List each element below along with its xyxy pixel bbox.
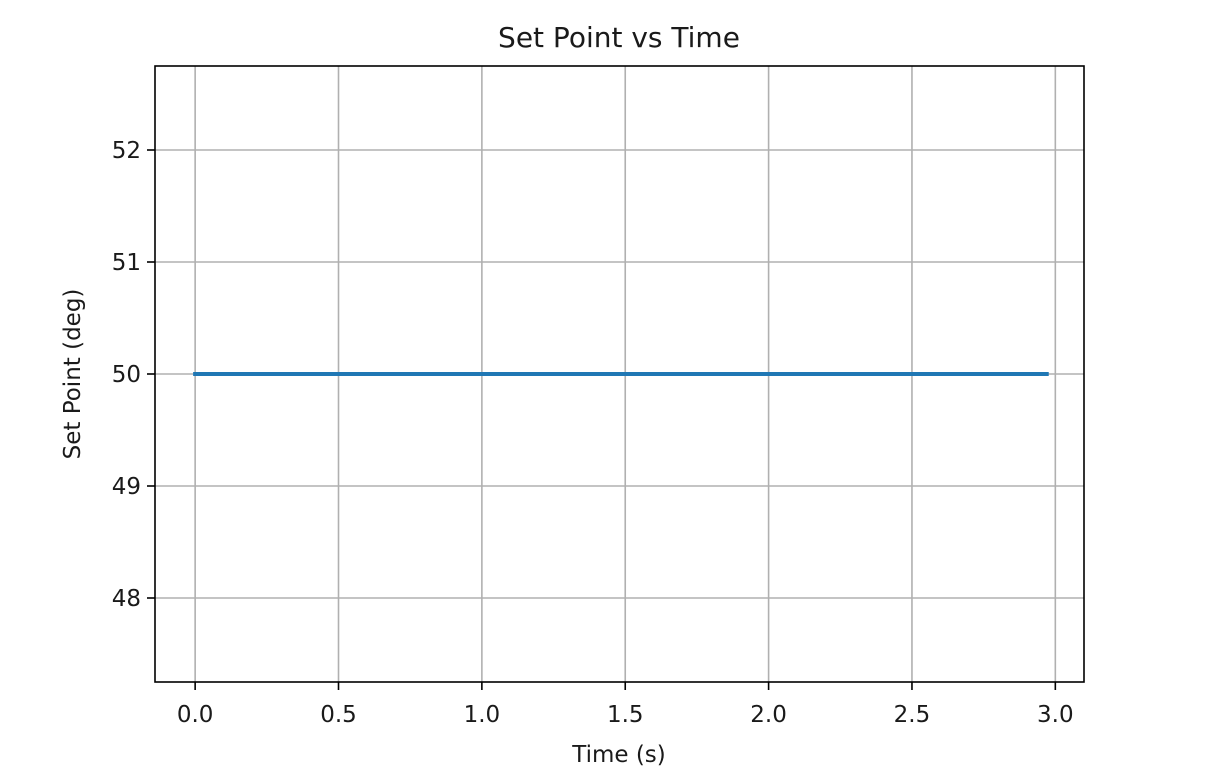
x-tick-label: 2.0 <box>750 702 787 728</box>
y-tick-label: 50 <box>112 362 141 388</box>
x-tick-label: 0.0 <box>177 702 214 728</box>
x-axis-label: Time (s) <box>571 742 666 768</box>
y-tick-label: 49 <box>112 474 141 500</box>
x-tick-label: 2.5 <box>894 702 931 728</box>
y-tick-label: 48 <box>112 586 141 612</box>
y-tick-label: 51 <box>112 250 141 276</box>
x-tick-label: 1.5 <box>607 702 644 728</box>
y-tick-label: 52 <box>112 138 141 164</box>
x-tick-label: 3.0 <box>1037 702 1074 728</box>
x-tick-label: 0.5 <box>320 702 357 728</box>
y-axis-label: Set Point (deg) <box>60 289 86 460</box>
x-tick-label: 1.0 <box>464 702 501 728</box>
chart-title: Set Point vs Time <box>498 21 740 54</box>
x-axis-ticks: 0.0 0.5 1.0 1.5 2.0 2.5 3.0 <box>177 682 1074 728</box>
y-axis-ticks: 48 49 50 51 52 <box>112 138 155 612</box>
